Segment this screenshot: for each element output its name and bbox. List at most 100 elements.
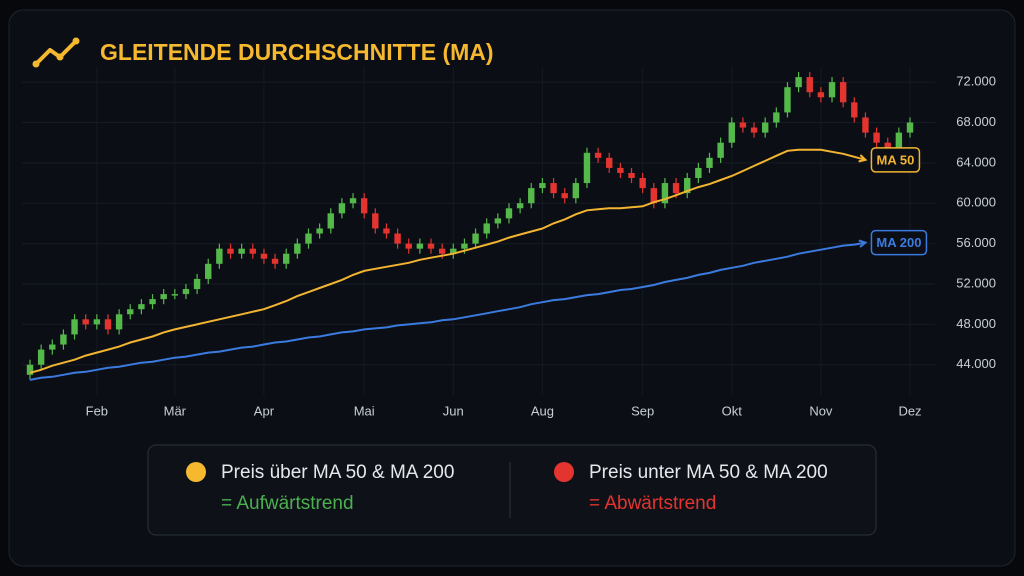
candle-body [728,122,735,143]
ma-line [29,148,866,374]
x-tick-label: Dez [898,403,921,418]
candle-body [160,294,167,300]
candle-body [583,152,591,184]
candle-body [483,223,490,234]
candle-body [205,263,212,279]
candle-body [327,213,334,229]
candle-body [628,172,635,179]
candle-body [851,102,858,118]
candle-body [606,157,613,168]
y-tick-label: 72.000 [956,74,996,89]
legend-result: = Abwärtstrend [589,493,716,514]
candle-body [349,198,357,204]
candle-body [661,183,669,204]
x-tick-label: Mär [164,403,187,418]
candle-body [706,157,713,168]
candle-body [884,142,891,148]
legend-dot [554,462,574,482]
ma-label-box [870,229,928,256]
candle-body [739,122,747,128]
candle-body [761,122,769,133]
ma-label: MA 200 [876,235,921,250]
candle-body [26,364,34,375]
legend-result: = Aufwärtstrend [221,493,354,514]
candle-body [104,319,112,330]
candle-body [294,243,301,254]
legend-text: Preis unter MA 50 & MA 200 [589,462,828,483]
candle-body [193,278,201,290]
frame [8,9,1016,567]
candle-body [283,253,290,264]
candle-body [639,178,646,189]
title-icon-dot [56,53,64,61]
candle-body [171,294,179,296]
candle-body [271,258,279,264]
candle-body [650,188,657,204]
y-tick-label: 48.000 [956,316,996,331]
candle-body [338,203,346,214]
candle-body [60,334,67,345]
candle-body [873,132,880,143]
x-tick-label: Feb [86,403,108,418]
candle-body [372,213,379,229]
candle-body [115,314,123,330]
candle-body [895,132,903,148]
ma-line [29,241,866,381]
candle-body [784,87,791,113]
ma-label-box [870,147,921,173]
title-icon [34,39,78,66]
x-tick-label: Mai [354,403,375,418]
x-tick-label: Nov [809,403,833,418]
candle-body [149,299,156,305]
candle-body [127,309,134,315]
x-tick-label: Sep [631,403,654,418]
candle-body [416,243,424,249]
candle-body [138,304,145,310]
candle-body [49,344,56,350]
candle-body [773,112,780,123]
candle-body [684,178,691,194]
y-tick-label: 68.000 [956,114,996,129]
x-tick-label: Okt [722,403,743,418]
title-icon-dot [72,37,80,45]
ma-arrow [858,239,868,248]
candle-body [438,248,446,254]
candle-body [505,208,513,219]
candle-body [405,243,412,249]
candle-body [227,248,234,254]
candle-body [817,92,825,98]
candle-body [238,248,245,254]
ma-label: MA 50 [877,152,915,167]
candle-body [806,77,813,93]
candle-body [528,188,535,204]
candle-body [795,77,802,88]
candle-body [249,248,256,254]
candle-body [383,228,390,234]
candle-body [828,82,836,98]
candle-body [450,248,457,254]
candle-body [561,193,568,199]
candle-body [572,183,580,199]
x-tick-label: Jun [443,403,464,418]
candle-body [539,183,546,189]
candle-body [906,122,914,133]
legend-text: Preis über MA 50 & MA 200 [221,462,454,483]
candle-body [305,233,312,244]
candle-body [360,198,368,214]
y-tick-label: 52.000 [956,275,996,290]
y-tick-label: 56.000 [956,235,996,250]
chart-title: GLEITENDE DURCHSCHNITTE (MA) [100,39,494,65]
candle-body [93,319,101,325]
legend-box [147,444,877,536]
candle-body [839,82,847,103]
x-tick-label: Aug [531,403,554,418]
candle-body [594,152,602,158]
candle-body [494,218,502,224]
candle-body [182,289,190,295]
candle-body [394,233,401,244]
y-tick-label: 60.000 [956,195,996,210]
candle-body [472,233,479,244]
candle-body [71,319,78,335]
candle-body [617,167,624,173]
